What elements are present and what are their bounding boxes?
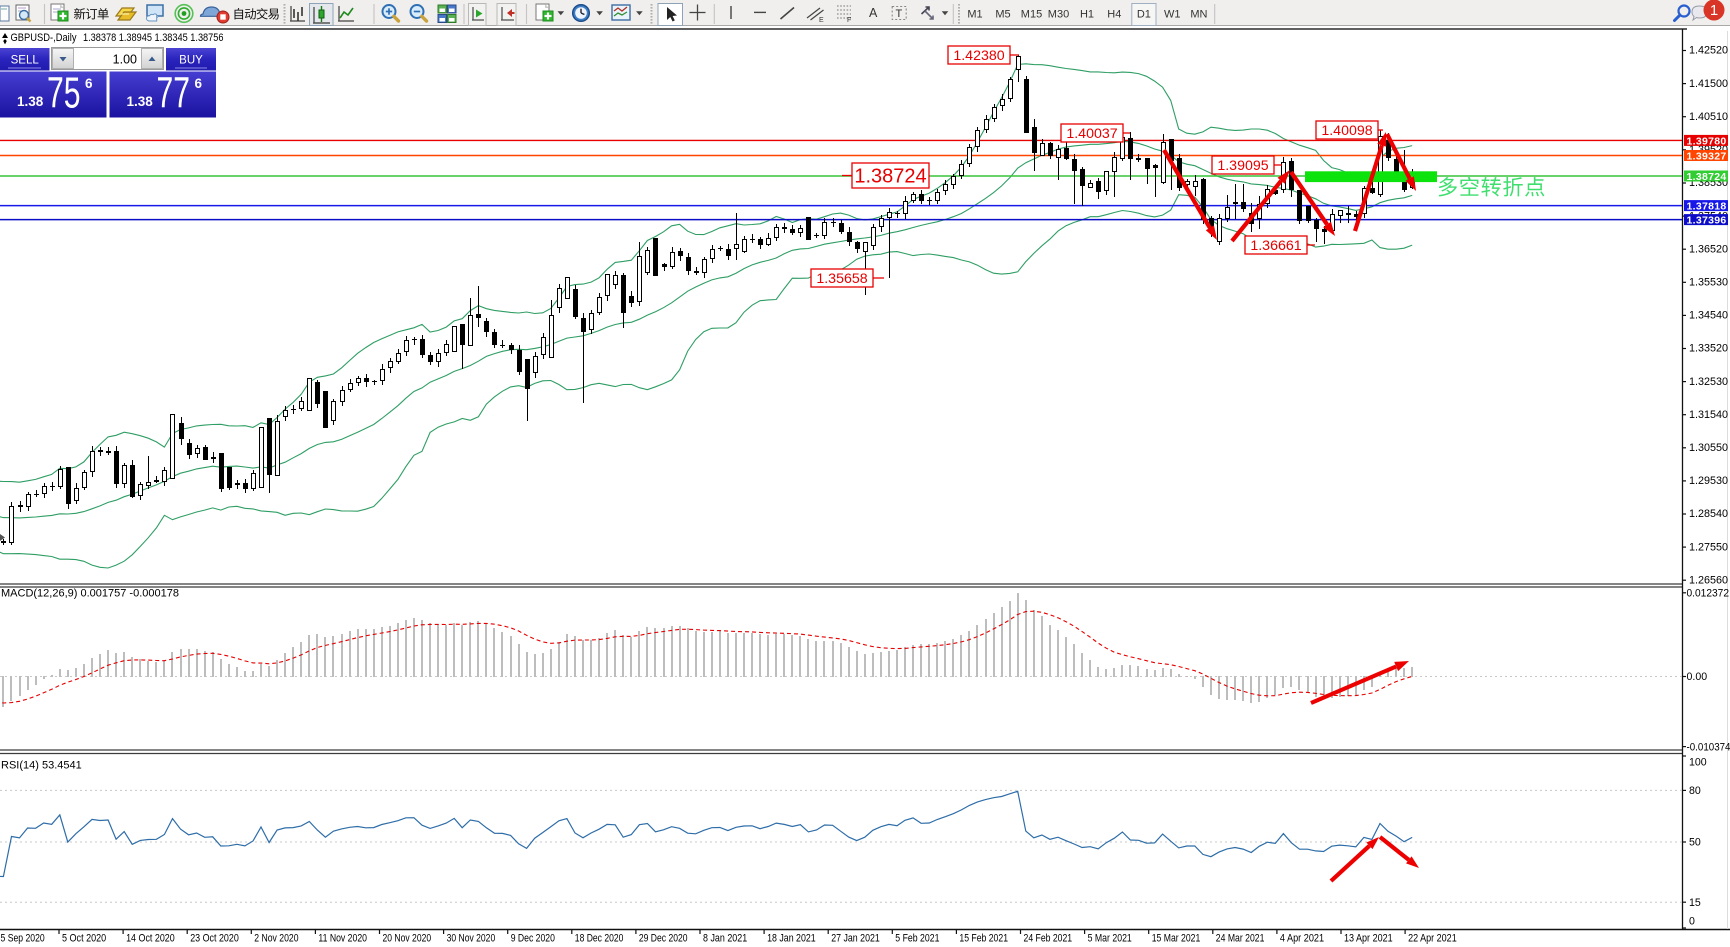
svg-text:15: 15: [1689, 897, 1701, 909]
svg-text:1.42520: 1.42520: [1689, 45, 1728, 57]
svg-text:1.38724: 1.38724: [1687, 171, 1727, 183]
svg-text:23 Oct 2020: 23 Oct 2020: [190, 933, 239, 945]
svg-text:M30: M30: [1048, 9, 1069, 21]
svg-text:80: 80: [1689, 785, 1701, 797]
svg-text:14 Oct 2020: 14 Oct 2020: [126, 933, 175, 945]
svg-text:1.36661: 1.36661: [1250, 238, 1301, 254]
svg-text:BUY: BUY: [179, 55, 203, 67]
svg-text:1: 1: [1710, 2, 1718, 19]
svg-text:30 Nov 2020: 30 Nov 2020: [447, 933, 496, 945]
svg-text:13 Apr 2021: 13 Apr 2021: [1344, 933, 1393, 945]
svg-text:29 Dec 2020: 29 Dec 2020: [639, 933, 688, 945]
svg-text:20 Nov 2020: 20 Nov 2020: [383, 933, 432, 945]
svg-text:D1: D1: [1137, 9, 1151, 21]
svg-text:-0.010374: -0.010374: [1687, 741, 1730, 753]
svg-text:1.36520: 1.36520: [1689, 243, 1728, 255]
svg-text:5 Sep 2020: 5 Sep 2020: [1, 933, 45, 945]
svg-text:100: 100: [1689, 757, 1707, 769]
svg-text:W1: W1: [1164, 9, 1181, 21]
svg-text:0.012372: 0.012372: [1687, 588, 1730, 600]
svg-text:RSI(14) 53.4541: RSI(14) 53.4541: [1, 760, 82, 772]
svg-text:5 Feb 2021: 5 Feb 2021: [895, 933, 939, 945]
svg-text:M5: M5: [995, 9, 1010, 21]
svg-text:6: 6: [85, 76, 93, 91]
svg-text:H1: H1: [1080, 9, 1094, 21]
svg-text:1.27550: 1.27550: [1689, 541, 1728, 553]
svg-text:MACD(12,26,9) 0.001757 -0.0001: MACD(12,26,9) 0.001757 -0.000178: [1, 588, 179, 600]
svg-text:6: 6: [195, 76, 203, 91]
svg-text:1.40098: 1.40098: [1321, 123, 1372, 139]
svg-text:1.00: 1.00: [113, 53, 137, 67]
svg-text:11 Nov 2020: 11 Nov 2020: [318, 933, 367, 945]
svg-text:1.38378 1.38945 1.38345 1.3875: 1.38378 1.38945 1.38345 1.38756: [83, 32, 224, 44]
svg-text:F: F: [847, 17, 851, 24]
svg-text:18 Dec 2020: 18 Dec 2020: [575, 933, 624, 945]
svg-text:1.39095: 1.39095: [1217, 158, 1268, 174]
svg-text:MN: MN: [1190, 9, 1207, 21]
svg-text:0.00: 0.00: [1687, 671, 1708, 683]
svg-text:18 Jan 2021: 18 Jan 2021: [767, 933, 816, 945]
svg-text:50: 50: [1689, 837, 1701, 849]
svg-text:5 Mar 2021: 5 Mar 2021: [1088, 933, 1132, 945]
svg-text:H4: H4: [1107, 9, 1121, 21]
svg-text:1.26560: 1.26560: [1689, 574, 1728, 586]
svg-text:0: 0: [1689, 915, 1695, 927]
svg-text:75: 75: [47, 70, 81, 118]
svg-text:24 Feb 2021: 24 Feb 2021: [1024, 933, 1073, 945]
svg-text:1.31540: 1.31540: [1689, 409, 1728, 421]
svg-text:1.39327: 1.39327: [1687, 151, 1727, 163]
svg-text:8 Jan 2021: 8 Jan 2021: [703, 933, 747, 945]
svg-text:15 Feb 2021: 15 Feb 2021: [959, 933, 1008, 945]
svg-text:1.40037: 1.40037: [1066, 126, 1117, 142]
svg-text:1.30550: 1.30550: [1689, 442, 1728, 454]
svg-text:T: T: [896, 8, 903, 20]
svg-text:E: E: [819, 17, 824, 24]
svg-text:1.33520: 1.33520: [1689, 343, 1728, 355]
svg-text:2 Nov 2020: 2 Nov 2020: [254, 933, 298, 945]
svg-text:1.29530: 1.29530: [1689, 475, 1728, 487]
svg-text:A: A: [869, 6, 878, 20]
svg-text:1.42380: 1.42380: [953, 48, 1004, 64]
svg-text:5 Oct 2020: 5 Oct 2020: [62, 933, 106, 945]
svg-text:1.28540: 1.28540: [1689, 508, 1728, 520]
svg-text:1.35530: 1.35530: [1689, 277, 1728, 289]
svg-text:4 Apr 2021: 4 Apr 2021: [1280, 933, 1324, 945]
svg-text:1.38724: 1.38724: [854, 166, 926, 188]
svg-text:15 Mar 2021: 15 Mar 2021: [1152, 933, 1201, 945]
svg-text:M15: M15: [1021, 9, 1042, 21]
svg-text:SELL: SELL: [11, 55, 40, 67]
svg-text:9 Dec 2020: 9 Dec 2020: [511, 933, 555, 945]
svg-text:1.32530: 1.32530: [1689, 376, 1728, 388]
svg-text:77: 77: [157, 70, 191, 118]
svg-text:22 Apr 2021: 22 Apr 2021: [1408, 933, 1457, 945]
svg-text:1.41500: 1.41500: [1689, 78, 1728, 90]
svg-text:24 Mar 2021: 24 Mar 2021: [1216, 933, 1265, 945]
svg-text:1.39780: 1.39780: [1687, 135, 1727, 147]
svg-text:1.37818: 1.37818: [1687, 201, 1727, 213]
svg-text:1.37396: 1.37396: [1687, 215, 1727, 227]
svg-text:1.35658: 1.35658: [816, 271, 867, 287]
svg-text:GBPUSD-,Daily: GBPUSD-,Daily: [11, 32, 77, 44]
svg-text:1.34540: 1.34540: [1689, 310, 1728, 322]
svg-text:1.38: 1.38: [17, 94, 44, 109]
svg-text:1.38: 1.38: [127, 94, 154, 109]
svg-text:1.40510: 1.40510: [1689, 111, 1728, 123]
svg-text:M1: M1: [967, 9, 982, 21]
svg-text:27 Jan 2021: 27 Jan 2021: [831, 933, 880, 945]
